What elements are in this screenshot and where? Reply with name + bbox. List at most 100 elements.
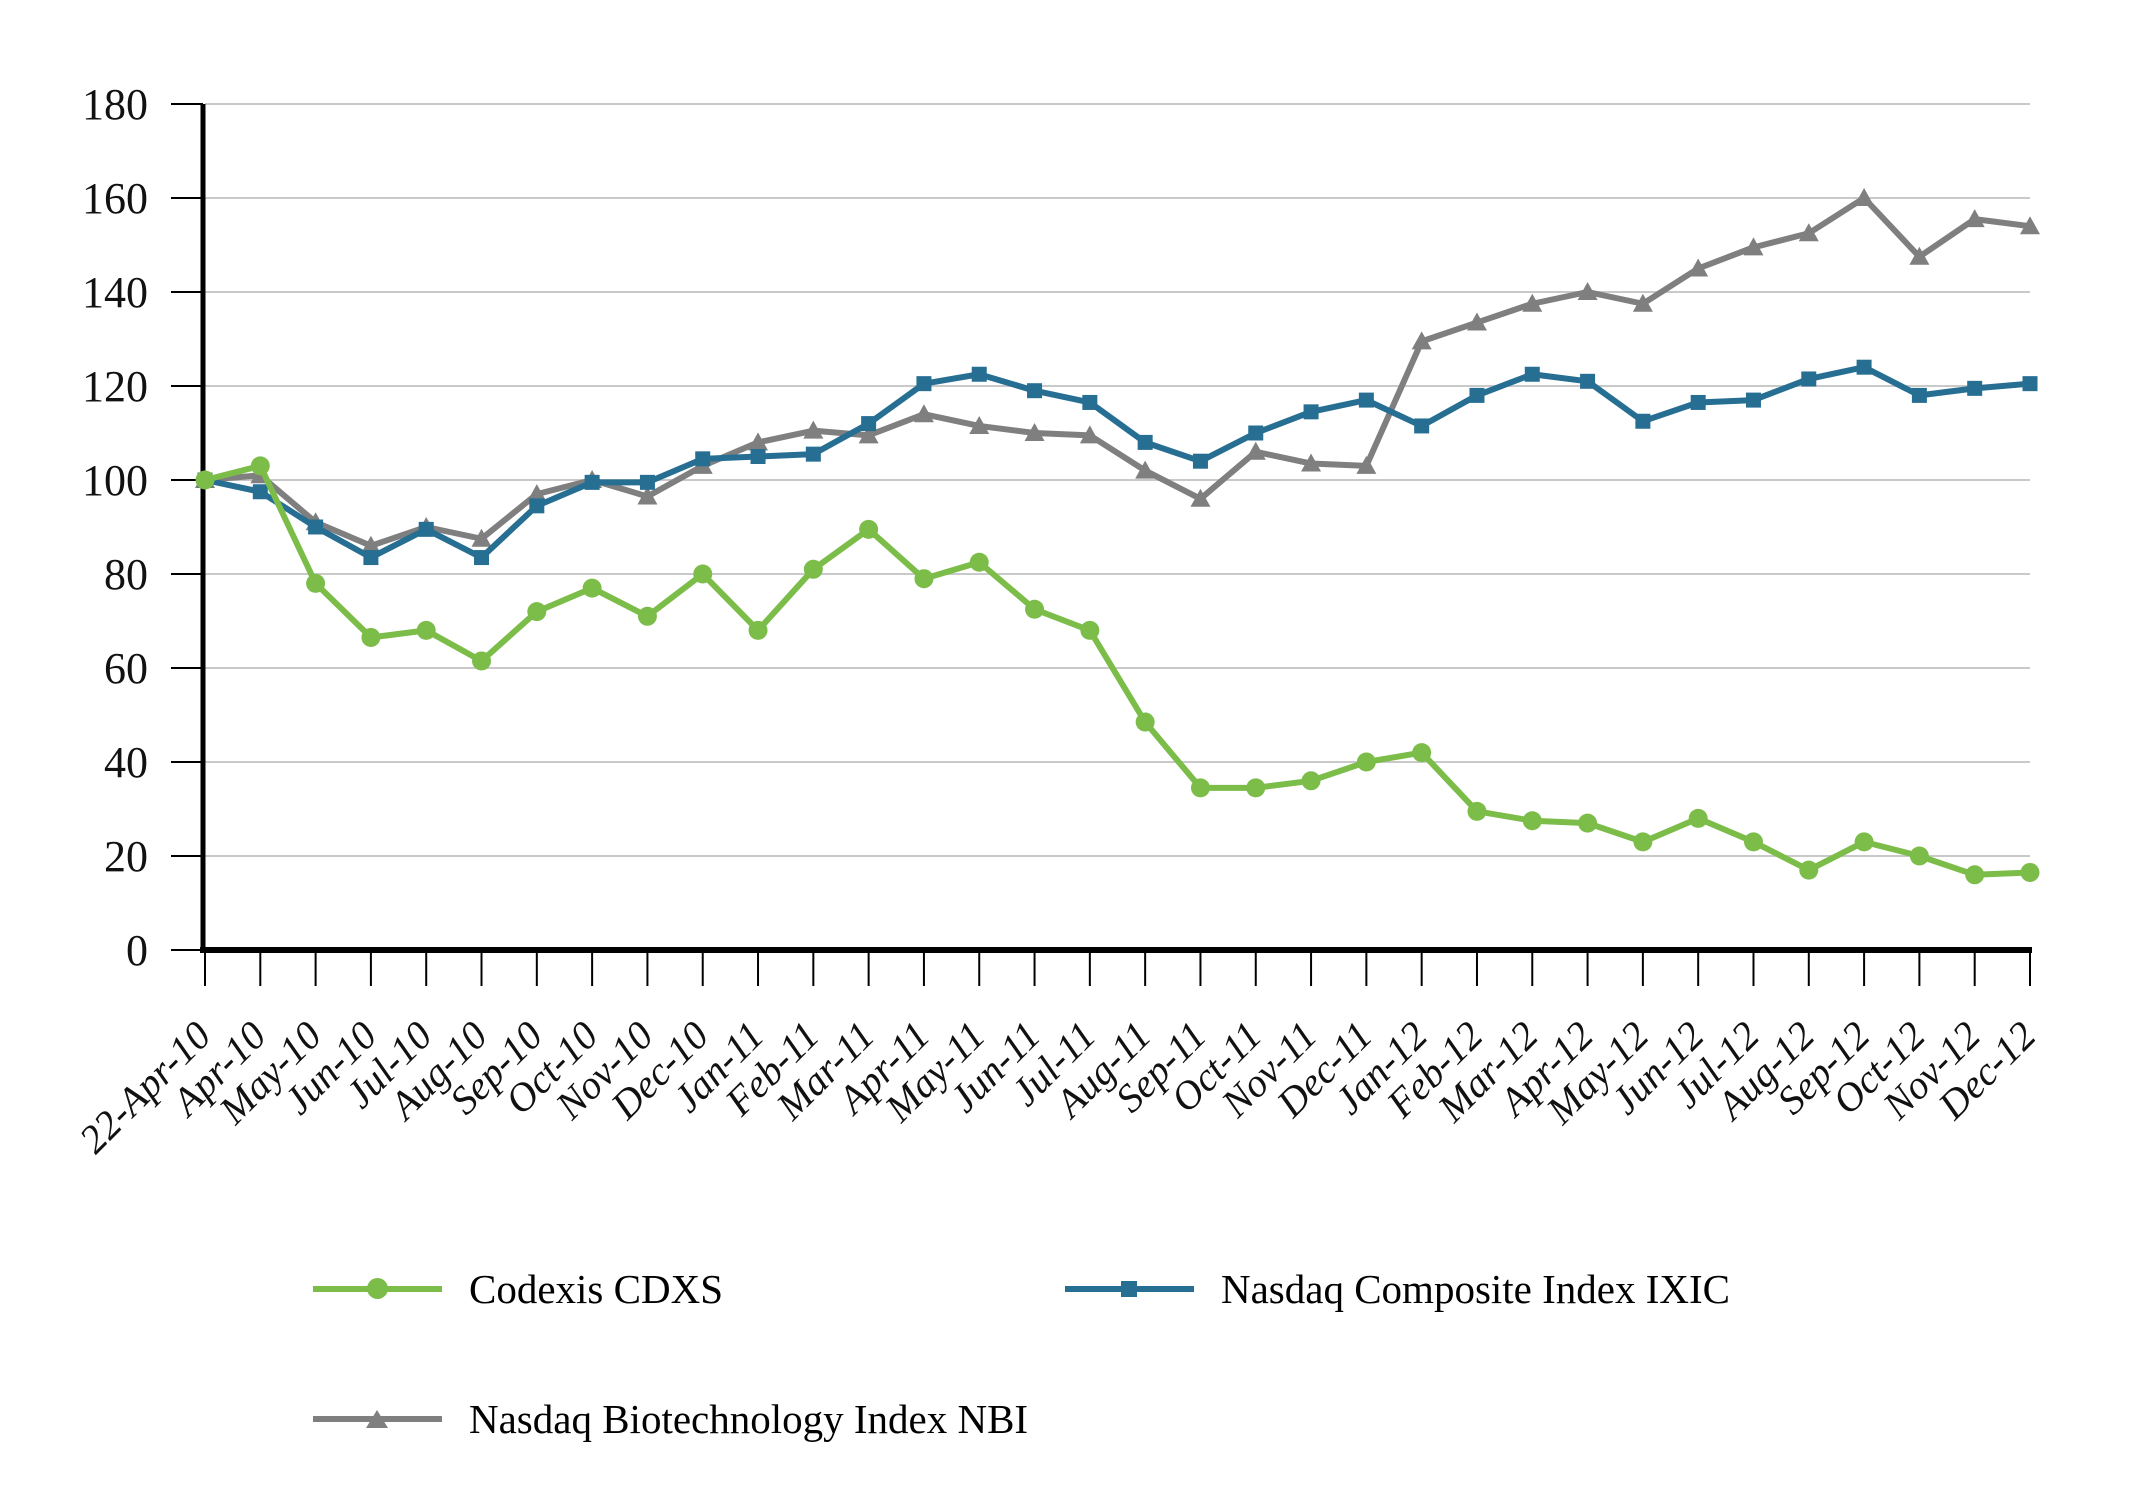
data-point-triangle xyxy=(1632,293,1653,312)
data-point-circle xyxy=(1135,712,1155,732)
data-point-triangle xyxy=(471,528,492,547)
data-point-circle xyxy=(748,620,768,640)
data-point-circle xyxy=(416,620,436,640)
data-point-circle xyxy=(1578,813,1598,833)
data-point-circle xyxy=(306,573,326,593)
data-point-square xyxy=(1524,366,1540,382)
legend-item-nasdaq-biotech: Nasdaq Biotechnology Index NBI xyxy=(313,1396,1028,1442)
data-point-triangle xyxy=(1798,223,1819,242)
data-point-square xyxy=(418,521,434,537)
data-point-circle xyxy=(527,602,547,622)
data-point-triangle xyxy=(526,484,547,503)
data-point-circle xyxy=(914,569,934,589)
data-point-triangle xyxy=(637,486,658,505)
data-point-circle xyxy=(2020,862,2040,882)
data-point-square xyxy=(1192,453,1208,469)
data-point-triangle xyxy=(2020,216,2040,235)
data-point-square xyxy=(1248,425,1264,441)
data-point-square xyxy=(1801,371,1817,387)
legend-item-nasdaq-composite: Nasdaq Composite Index IXIC xyxy=(1065,1266,1730,1312)
data-point-square xyxy=(363,550,379,566)
data-point-circle xyxy=(472,651,492,671)
data-point-triangle xyxy=(913,404,934,423)
data-point-triangle xyxy=(803,420,824,439)
data-point-square xyxy=(861,416,877,432)
data-point-circle xyxy=(637,606,657,626)
data-point-square xyxy=(1856,359,1872,375)
data-point-circle xyxy=(1301,771,1321,791)
data-point-triangle xyxy=(1854,188,1875,206)
data-point-circle xyxy=(1025,599,1045,619)
data-point-triangle xyxy=(1466,312,1487,331)
data-point-triangle xyxy=(1964,209,1985,228)
data-point-circle xyxy=(859,519,879,539)
data-point-square xyxy=(1027,383,1043,399)
data-point-square xyxy=(474,550,490,566)
data-point-triangle xyxy=(969,415,990,434)
y-axis-label: 60 xyxy=(104,644,148,693)
data-point-triangle xyxy=(1743,237,1764,256)
data-point-circle xyxy=(1467,801,1487,821)
data-point-square xyxy=(529,498,545,514)
data-point-square xyxy=(1414,418,1430,434)
data-point-circle xyxy=(1356,752,1376,772)
data-point-square xyxy=(639,474,655,490)
data-point-square xyxy=(584,474,600,490)
data-point-square xyxy=(2022,376,2038,392)
y-axis-label: 180 xyxy=(82,80,148,129)
data-point-triangle xyxy=(1522,293,1543,312)
legend-label-nasdaq-composite: Nasdaq Composite Index IXIC xyxy=(1221,1266,1730,1312)
data-point-circle xyxy=(1688,808,1708,828)
data-point-square xyxy=(1082,394,1098,410)
data-point-triangle xyxy=(1079,425,1100,444)
data-point-square xyxy=(252,484,268,500)
data-point-square xyxy=(1690,394,1706,410)
data-point-square xyxy=(1635,413,1651,429)
data-point-square xyxy=(750,449,766,464)
data-point-triangle xyxy=(1688,258,1709,277)
data-point-square xyxy=(1303,404,1319,420)
data-point-square xyxy=(1358,392,1374,408)
data-point-triangle xyxy=(1024,423,1045,441)
legend-label-codexis: Codexis CDXS xyxy=(469,1266,724,1312)
data-point-circle xyxy=(1080,620,1100,640)
data-point-triangle xyxy=(1301,453,1322,472)
data-point-triangle xyxy=(1356,455,1377,474)
data-point-circle xyxy=(1854,832,1874,852)
data-point-circle xyxy=(693,564,713,584)
nasdaq-biotech-series-swatch-icon xyxy=(313,1407,442,1431)
data-point-triangle xyxy=(1245,441,1266,460)
data-point-triangle xyxy=(1577,282,1598,300)
data-point-circle xyxy=(1909,846,1929,866)
data-point-circle xyxy=(969,552,989,572)
y-axis-label: 140 xyxy=(82,268,148,317)
codexis-series-swatch-icon xyxy=(313,1277,442,1301)
y-axis-label: 120 xyxy=(82,362,148,411)
data-point-circle xyxy=(195,470,215,490)
data-point-square xyxy=(695,451,711,467)
y-axis-label: 100 xyxy=(82,456,148,505)
data-point-circle xyxy=(1965,865,1985,885)
series-line-triangle xyxy=(202,195,2033,549)
y-axis-label: 0 xyxy=(126,926,148,975)
data-point-circle xyxy=(1743,832,1763,852)
data-point-triangle xyxy=(1190,488,1211,507)
data-point-triangle xyxy=(858,425,879,444)
data-point-circle xyxy=(1633,832,1653,852)
data-point-circle xyxy=(803,559,823,579)
data-point-circle xyxy=(250,456,270,476)
data-point-square xyxy=(1745,392,1761,408)
y-axis-label: 40 xyxy=(104,738,148,787)
y-axis-label: 20 xyxy=(104,832,148,881)
data-point-circle xyxy=(361,627,381,647)
data-point-triangle xyxy=(1135,460,1156,479)
data-point-circle xyxy=(1799,860,1819,880)
data-point-triangle xyxy=(1411,331,1432,350)
data-point-circle xyxy=(1190,778,1210,798)
data-point-circle xyxy=(582,578,602,598)
nasdaq-composite-series-swatch-icon xyxy=(1065,1277,1194,1301)
data-point-square xyxy=(1469,387,1485,403)
data-point-square xyxy=(308,519,324,535)
